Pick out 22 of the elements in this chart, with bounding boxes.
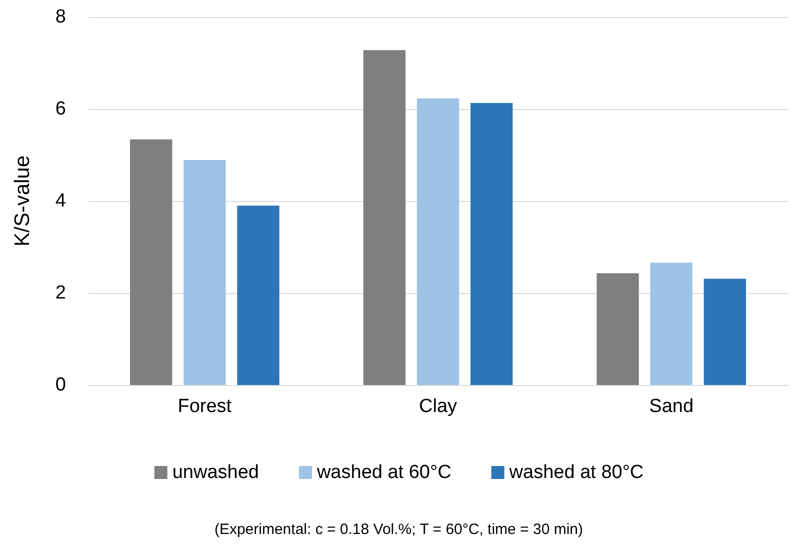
bar — [363, 50, 406, 385]
legend-label: unwashed — [172, 462, 259, 483]
legend-label: washed at 60°C — [316, 462, 452, 483]
x-tick-label: Forest — [178, 396, 232, 417]
text: (Experimental: c = 0.18 Vol.%; T = 60°C, time = 30 min) — [214, 521, 584, 538]
x-tick-label: Clay — [418, 396, 458, 417]
y-axis-title: K/S-value — [11, 155, 34, 247]
y-tick-label: 6 — [55, 98, 66, 120]
y-tick-label: 8 — [55, 6, 66, 28]
y-tick-label: 0 — [55, 374, 66, 396]
bar — [416, 98, 460, 385]
bar — [596, 273, 639, 385]
legend-label: washed at 80°C — [508, 462, 644, 483]
y-tick-label: 2 — [55, 282, 66, 304]
bar — [237, 206, 280, 385]
bar — [184, 160, 226, 385]
x-tick-label: Sand — [649, 396, 694, 417]
y-tick-label: 4 — [55, 190, 66, 212]
bar — [130, 139, 172, 385]
bar — [650, 262, 692, 385]
bar — [704, 278, 746, 385]
bar — [470, 103, 513, 385]
